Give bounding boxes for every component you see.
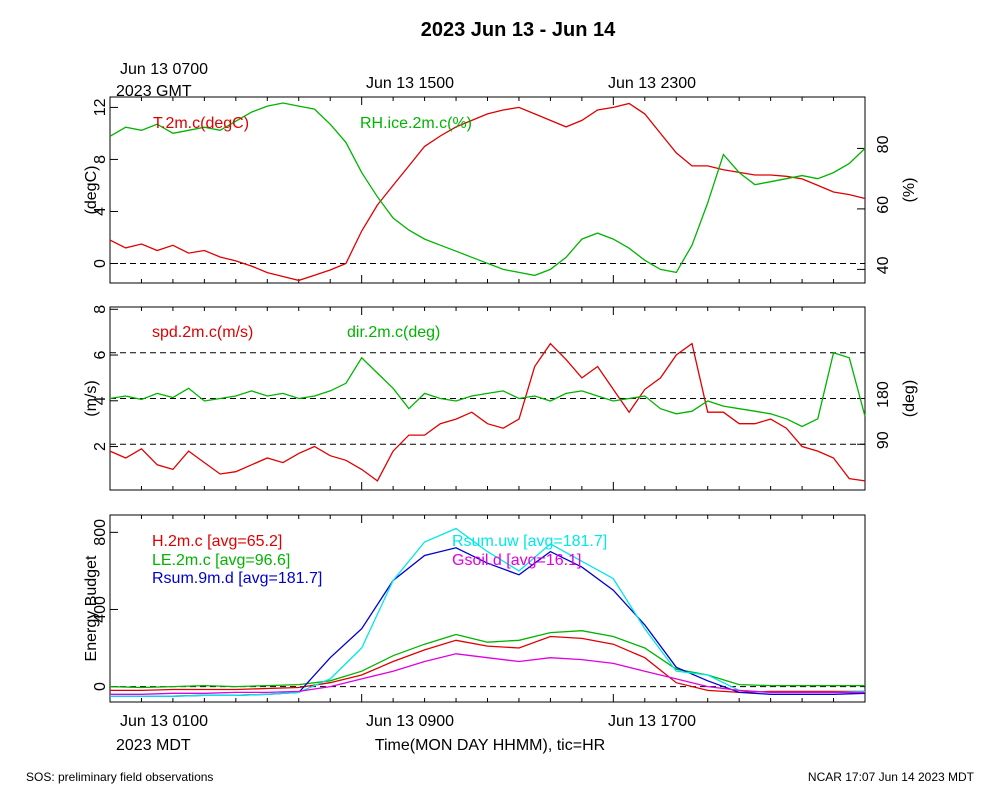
panel-2-ytick-label-left: 2 [92, 442, 109, 451]
panel-1-left-axis-title: (degC) [83, 166, 100, 215]
top-axis-label-1500: Jun 13 1500 [366, 75, 454, 92]
panel-3-left-axis-title: Energy Budget [83, 555, 100, 661]
panel-2-right-axis-title: (deg) [901, 380, 918, 417]
legend-gsoil: Gsoil.d [avg=16.1] [452, 552, 581, 569]
bottom-axis-first-label-line1: Jun 13 0100 [120, 713, 208, 730]
panel-1-right-axis-title: (%) [901, 178, 918, 203]
legend-rsum-uw: Rsum.uw [avg=181.7] [452, 533, 607, 550]
legend-rh-ice-2m: RH.ice.2m.c(%) [360, 115, 472, 132]
panel-1-ytick-label-right: 80 [875, 135, 892, 153]
panel-3-ytick-label-left: 0 [92, 682, 109, 691]
panel-1-ytick-label-left: 8 [92, 155, 109, 164]
panel-2-ytick-label-left: 6 [92, 350, 109, 359]
series-le-2m-c [109, 630, 865, 689]
series-dir-2m-c-deg- [109, 351, 866, 428]
panel-2-ytick-label-left: 8 [92, 305, 109, 314]
panel-3-ytick-label-left: 400 [92, 596, 109, 623]
bottom-axis-label-0900: Jun 13 0900 [366, 713, 454, 730]
panel-2-ytick-label-right: 180 [875, 381, 892, 408]
legend-rsum-9m: Rsum.9m.d [avg=181.7] [152, 570, 322, 587]
panel-1-ytick-label-left: 4 [92, 207, 109, 216]
panel-1-ytick-label-left: 0 [92, 259, 109, 268]
legend-le-2m: LE.2m.c [avg=96.6] [152, 552, 290, 569]
series-h-2m-c [110, 635, 865, 694]
footer-left: SOS: preliminary field observations [26, 770, 213, 784]
legend-t2m: T.2m.c(degC) [153, 115, 249, 132]
panel-2-left-axis-title: (m/s) [83, 380, 100, 416]
series-rh-ice-2m-c- [109, 102, 866, 277]
panel-1-ytick-label-left: 12 [92, 98, 109, 116]
bottom-axis-label-1700: Jun 13 1700 [608, 713, 696, 730]
chart-title: 2023 Jun 13 - Jun 14 [421, 19, 616, 41]
panel-1-ytick-label-right: 60 [875, 196, 892, 214]
series-spd-2m-c-m-s- [109, 342, 866, 482]
legend-dir-2m: dir.2m.c(deg) [347, 324, 440, 341]
panel-2-ytick-label-right: 90 [875, 431, 892, 449]
x-axis-title: Time(MON DAY HHMM), tic=HR [375, 737, 605, 754]
series-gsoil-d [110, 653, 865, 695]
panel-3-ytick-label-left: 800 [92, 519, 109, 546]
panel-2-ytick-label-left: 4 [92, 396, 109, 405]
top-axis-first-label-line1: Jun 13 0700 [120, 61, 208, 78]
top-axis-first-label-line2: 2023 GMT [116, 83, 192, 100]
footer-right: NCAR 17:07 Jun 14 2023 MDT [808, 770, 975, 784]
panel-1-ytick-label-right: 40 [875, 256, 892, 274]
legend-spd-2m: spd.2m.c(m/s) [152, 324, 253, 341]
top-axis-label-2300: Jun 13 2300 [608, 75, 696, 92]
bottom-axis-first-label-line2: 2023 MDT [116, 737, 191, 754]
legend-h-2m: H.2m.c [avg=65.2] [152, 533, 282, 550]
